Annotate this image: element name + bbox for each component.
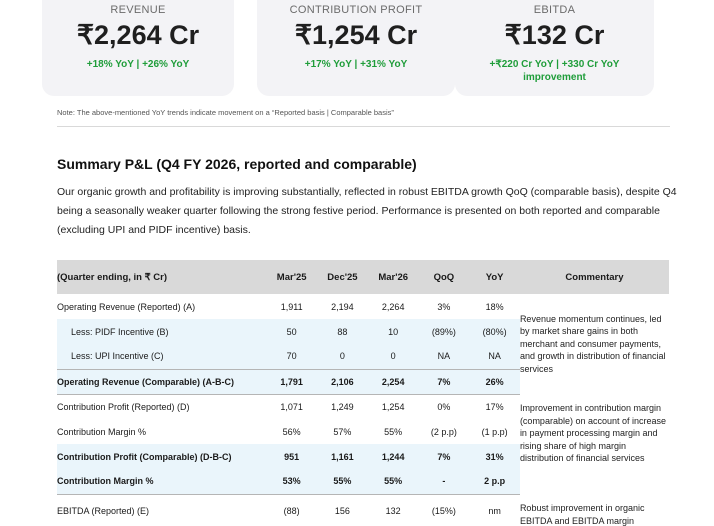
row-label: Operating Revenue (Reported) (A) xyxy=(57,301,196,312)
summary-pl-table: (Quarter ending, in ₹ Cr) Mar'25 Dec'25 … xyxy=(57,260,669,526)
card-title: REVENUE xyxy=(110,4,166,16)
header-mar26: Mar'26 xyxy=(367,260,419,294)
card-value: ₹1,254 Cr xyxy=(294,20,418,50)
cell: 7% xyxy=(418,444,470,469)
cell: 55% xyxy=(367,469,419,495)
cell: 53% xyxy=(266,469,318,495)
table-header-row: (Quarter ending, in ₹ Cr) Mar'25 Dec'25 … xyxy=(57,260,669,294)
commentary-ebitda: Robust improvement in organic EBITDA and… xyxy=(519,503,645,526)
header-commentary: Commentary xyxy=(519,260,669,294)
table-row: Contribution Profit (Comparable) (D-B-C)… xyxy=(57,444,669,469)
row-label: Less: PIDF Incentive (B) xyxy=(57,319,267,344)
cell: 57% xyxy=(333,426,352,437)
cell: 1,071 xyxy=(266,393,318,419)
cell: 31% xyxy=(469,444,520,469)
table-row: Operating Revenue (Reported) (A) 1,911 2… xyxy=(57,294,669,374)
cell: 156 xyxy=(334,505,350,516)
kpi-cards: REVENUE ₹2,264 Cr +18% YoY | +26% YoY CO… xyxy=(42,0,654,96)
ebitda-card: EBITDA ₹132 Cr +₹220 Cr YoY | +330 Cr Yo… xyxy=(455,0,654,96)
cell: 1,244 xyxy=(367,444,419,469)
cell: NA xyxy=(418,344,470,369)
contribution-profit-card: CONTRIBUTION PROFIT ₹1,254 Cr +17% YoY |… xyxy=(257,0,455,96)
cell: 7% xyxy=(418,368,470,394)
header-label: (Quarter ending, in ₹ Cr) xyxy=(57,260,267,294)
cell: nm xyxy=(488,505,501,516)
card-value: ₹2,264 Cr xyxy=(76,20,200,50)
table-row: Contribution Margin % 53% 55% 55% - 2 p.… xyxy=(57,469,669,495)
yoy-note: Note: The above-mentioned YoY trends ind… xyxy=(57,108,394,117)
card-value: ₹132 Cr xyxy=(504,20,605,50)
table-row: Contribution Margin % 56% 57% 55% (2 p.p… xyxy=(57,419,669,444)
cell: NA xyxy=(469,344,520,369)
cell: (2 p.p) xyxy=(430,426,457,437)
cell: 26% xyxy=(469,368,520,394)
cell: (1 p.p) xyxy=(481,426,508,437)
cell: 17% xyxy=(469,393,520,419)
card-growth: +18% YoY | +26% YoY xyxy=(86,59,190,70)
cell: 1,249 xyxy=(317,393,368,419)
revenue-card: REVENUE ₹2,264 Cr +18% YoY | +26% YoY xyxy=(42,0,234,96)
card-growth: +₹220 Cr YoY | +330 Cr YoY improvement xyxy=(489,59,620,83)
table-row: Less: UPI Incentive (C) 70 0 0 NA NA xyxy=(57,344,669,369)
row-label: EBITDA (Reported) (E) xyxy=(57,505,150,516)
cell: 1,254 xyxy=(367,393,419,419)
summary-paragraph: Our organic growth and profitability is … xyxy=(57,186,677,236)
row-label: Contribution Profit (Comparable) (D-B-C) xyxy=(57,444,267,469)
table-row: Less: PIDF Incentive (B) 50 88 10 (89%) … xyxy=(57,319,669,344)
cell: 1,911 xyxy=(280,301,303,312)
header-dec25: Dec'25 xyxy=(317,260,368,294)
cell: 2 p.p xyxy=(469,469,520,495)
cell: 2,194 xyxy=(331,301,354,312)
cell: 0% xyxy=(418,393,470,419)
cell: 1,791 xyxy=(266,368,318,394)
row-label: Less: UPI Incentive (C) xyxy=(57,344,267,369)
cell: 70 xyxy=(266,344,318,369)
cell: 10 xyxy=(367,319,419,344)
commentary-contribution: Improvement in contribution margin (comp… xyxy=(519,403,667,463)
cell: (89%) xyxy=(418,319,470,344)
row-label: Operating Revenue (Comparable) (A-B-C) xyxy=(57,368,267,394)
row-label: Contribution Profit (Reported) (D) xyxy=(57,393,267,419)
cell: 132 xyxy=(385,505,401,516)
cell: 50 xyxy=(266,319,318,344)
card-title: CONTRIBUTION PROFIT xyxy=(289,4,423,16)
header-yoy: YoY xyxy=(469,260,520,294)
cell: 1,161 xyxy=(317,444,368,469)
cell: (80%) xyxy=(469,319,520,344)
row-label: Contribution Margin % xyxy=(57,469,267,495)
section-title: Summary P&L (Q4 FY 2026, reported and co… xyxy=(57,156,417,172)
cell: 0 xyxy=(317,344,368,369)
card-title: EBITDA xyxy=(533,4,576,16)
table-row: Contribution Profit (Reported) (D) 1,071… xyxy=(57,393,669,463)
cell: (88) xyxy=(283,505,300,516)
cell: 56% xyxy=(282,426,301,437)
table-row: EBITDA (Reported) (E) (88) 156 132 (15%)… xyxy=(57,494,669,526)
divider xyxy=(57,126,670,127)
table-row: Operating Revenue (Comparable) (A-B-C) 1… xyxy=(57,368,669,394)
row-label: Contribution Margin % xyxy=(57,426,147,437)
header-mar25: Mar'25 xyxy=(266,260,318,294)
cell: 3% xyxy=(437,301,451,312)
card-growth: +17% YoY | +31% YoY xyxy=(304,59,408,70)
cell: 55% xyxy=(317,469,368,495)
cell: (15%) xyxy=(431,505,456,516)
cell: 0 xyxy=(367,344,419,369)
cell: 55% xyxy=(384,426,403,437)
cell: 2,264 xyxy=(381,301,405,312)
cell: 951 xyxy=(266,444,318,469)
cell: 2,254 xyxy=(367,368,419,394)
cell: - xyxy=(418,469,470,495)
header-qoq: QoQ xyxy=(418,260,470,294)
cell: 88 xyxy=(317,319,368,344)
cell: 18% xyxy=(485,301,504,312)
cell: 2,106 xyxy=(317,368,368,394)
commentary-revenue: Revenue momentum continues, led by marke… xyxy=(519,313,666,374)
